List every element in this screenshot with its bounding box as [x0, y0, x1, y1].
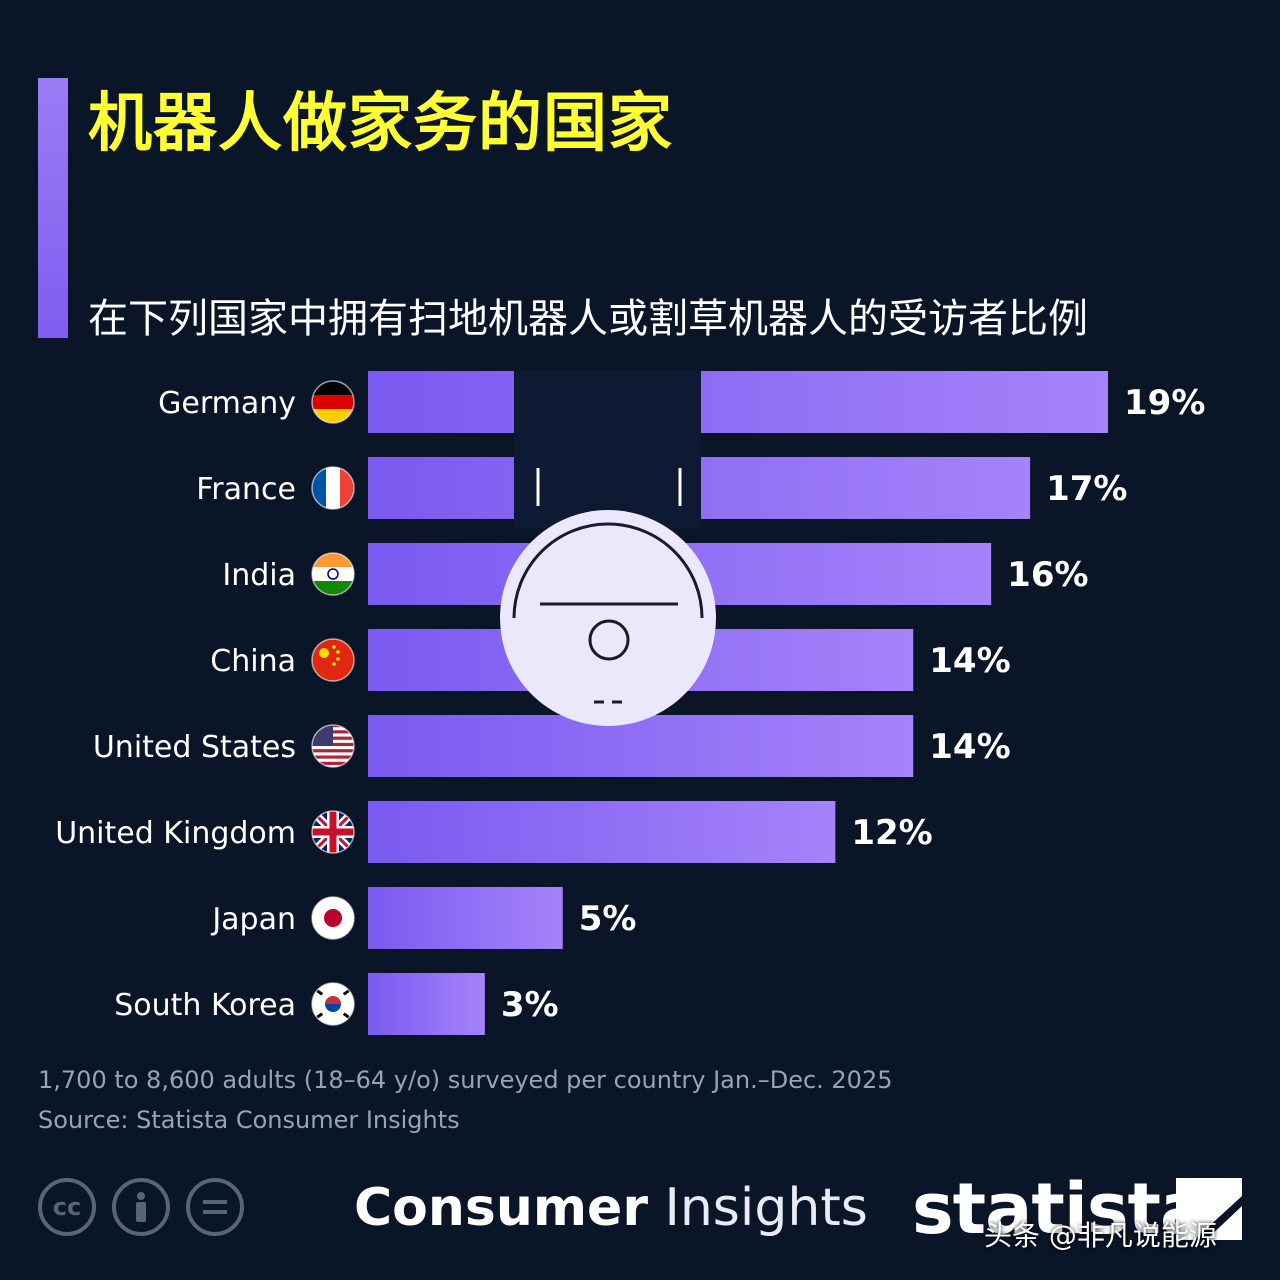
survey-note: 1,700 to 8,600 adults (18–64 y/o) survey…	[38, 1066, 893, 1094]
statista-logo-icon	[1176, 1178, 1242, 1240]
flag-united-kingdom-icon	[311, 810, 355, 854]
bar-chart: Germany 19% France 17% India 16% China 14% Unite…	[55, 370, 1205, 1035]
by-icon[interactable]	[112, 1178, 170, 1236]
watermark: 头条 @非凡说能源	[984, 1219, 1217, 1252]
bar-germany	[368, 371, 1108, 433]
value-label-france: 17%	[1046, 469, 1127, 509]
category-label-united-kingdom: United Kingdom	[55, 816, 296, 851]
value-label-india: 16%	[1007, 555, 1088, 595]
category-label-china: China	[210, 644, 296, 679]
flag-south-korea-icon	[311, 982, 355, 1026]
nd-icon[interactable]	[186, 1178, 244, 1236]
cc-icon[interactable]: cc	[38, 1178, 96, 1236]
value-label-china: 14%	[929, 641, 1010, 681]
brand-light: Insights	[664, 1178, 868, 1238]
value-label-united-states: 14%	[929, 727, 1010, 767]
flag-germany-icon	[311, 380, 355, 424]
category-label-germany: Germany	[158, 386, 296, 421]
flag-france-icon	[311, 466, 355, 510]
brand-bold: Consumer	[354, 1178, 648, 1238]
category-label-japan: Japan	[210, 902, 296, 937]
value-label-japan: 5%	[579, 899, 637, 939]
page-title: 机器人做家务的国家	[88, 87, 673, 161]
accent-bar	[38, 78, 68, 338]
bar-south-korea	[368, 973, 485, 1035]
statista-logo-text[interactable]: statista	[912, 1168, 1207, 1250]
bar-japan	[368, 887, 563, 949]
flag-japan-icon	[311, 896, 355, 940]
bar-united-states	[368, 715, 914, 777]
flag-united-states-icon	[311, 724, 355, 768]
flag-india-icon	[311, 552, 355, 596]
category-label-united-states: United States	[93, 730, 296, 765]
license-icons: cc	[38, 1178, 244, 1236]
category-label-south-korea: South Korea	[114, 988, 296, 1023]
value-label-germany: 19%	[1124, 383, 1205, 423]
robot-vacuum-icon	[500, 370, 716, 726]
source-note: Source: Statista Consumer Insights	[38, 1106, 460, 1134]
chart-subtitle: 在下列国家中拥有扫地机器人或割草机器人的受访者比例	[88, 296, 1088, 342]
value-label-united-kingdom: 12%	[851, 813, 932, 853]
category-label-india: India	[222, 558, 296, 593]
bar-united-kingdom	[368, 801, 836, 863]
value-label-south-korea: 3%	[501, 985, 559, 1025]
category-label-france: France	[196, 472, 296, 507]
flag-china-icon	[311, 638, 355, 682]
consumer-insights-brand: Consumer Insights	[354, 1178, 868, 1238]
